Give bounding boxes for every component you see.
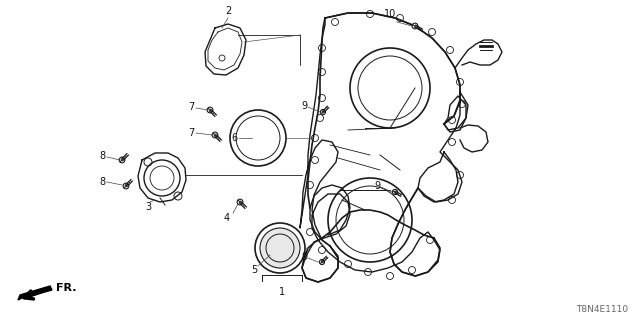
Text: 1: 1 [279, 287, 285, 297]
Circle shape [321, 109, 326, 115]
Circle shape [123, 183, 129, 189]
Text: 3: 3 [145, 202, 151, 212]
Text: 6: 6 [231, 133, 237, 143]
Text: 2: 2 [225, 6, 231, 16]
Text: 7: 7 [188, 128, 194, 138]
Text: 5: 5 [251, 265, 257, 275]
Circle shape [237, 199, 243, 205]
Text: 4: 4 [224, 213, 230, 223]
Circle shape [119, 157, 125, 163]
Text: 10: 10 [384, 9, 396, 19]
Text: 8: 8 [99, 177, 105, 187]
Circle shape [392, 189, 397, 195]
Text: 9: 9 [301, 252, 307, 262]
Circle shape [260, 228, 300, 268]
Text: 8: 8 [99, 151, 105, 161]
Text: 7: 7 [188, 102, 194, 112]
Text: FR.: FR. [56, 283, 77, 293]
Text: 9: 9 [301, 101, 307, 111]
Circle shape [412, 23, 418, 29]
Circle shape [319, 260, 324, 265]
Text: 9: 9 [374, 181, 380, 191]
Circle shape [207, 107, 213, 113]
Polygon shape [18, 286, 52, 300]
Circle shape [212, 132, 218, 138]
Text: T8N4E1110: T8N4E1110 [576, 305, 628, 314]
